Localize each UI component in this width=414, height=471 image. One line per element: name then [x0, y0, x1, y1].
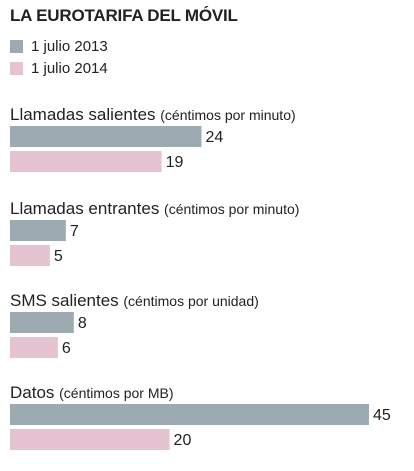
value-label: 20: [174, 432, 192, 449]
group-unit: (céntimos por MB): [59, 385, 173, 401]
bar-2014: [10, 245, 50, 266]
value-label: 7: [70, 223, 79, 240]
value-label: 6: [62, 340, 71, 357]
bar-2013: [10, 312, 74, 333]
chart-title: LA EUROTARIFA DEL MÓVIL: [10, 6, 238, 25]
legend-swatch-2014: [10, 62, 23, 75]
value-label: 5: [54, 248, 63, 265]
legend-item-2013: 1 julio 2013: [10, 38, 108, 55]
group-label: Datos: [10, 383, 59, 402]
group-label: Llamadas salientes: [10, 105, 160, 124]
legend-item-2014: 1 julio 2014: [10, 60, 108, 77]
bar-2014: [10, 151, 162, 172]
value-label: 8: [78, 315, 87, 332]
bar-2014: [10, 429, 170, 450]
bar-2013: [10, 404, 369, 425]
value-label: 24: [205, 129, 223, 146]
group-title: SMS salientes (céntimos por unidad): [10, 291, 259, 310]
legend-label-2014: 1 julio 2014: [31, 60, 108, 77]
legend-swatch-2013: [10, 40, 23, 53]
group-unit: (céntimos por minuto): [164, 201, 299, 217]
legend-label-2013: 1 julio 2013: [31, 38, 108, 55]
group-unit: (céntimos por unidad): [123, 293, 258, 309]
group-unit: (céntimos por minuto): [160, 107, 295, 123]
bar-2014: [10, 337, 58, 358]
group-label: SMS salientes: [10, 291, 123, 310]
value-label: 19: [166, 154, 184, 171]
group-title: Datos (céntimos por MB): [10, 383, 174, 402]
bar-2013: [10, 220, 66, 241]
group-label: Llamadas entrantes: [10, 199, 164, 218]
value-label: 45: [373, 407, 391, 424]
group-title: Llamadas entrantes (céntimos por minuto): [10, 199, 299, 218]
bar-2013: [10, 126, 202, 147]
group-title: Llamadas salientes (céntimos por minuto): [10, 105, 296, 124]
